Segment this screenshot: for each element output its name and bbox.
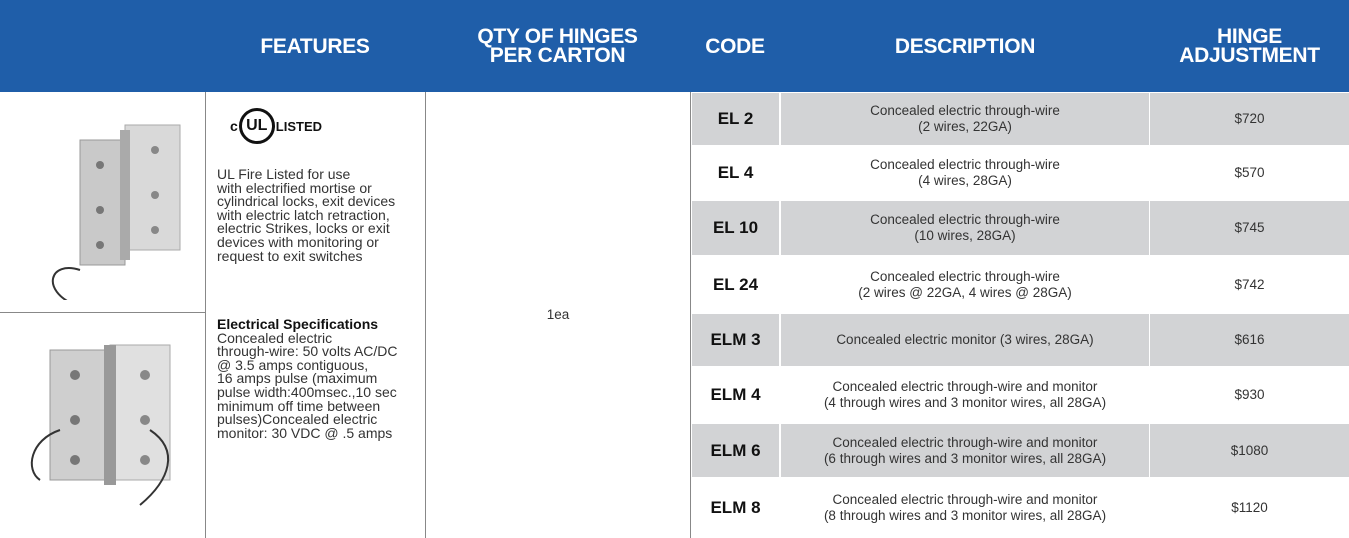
description-line: Concealed electric through-wire and moni… [832,492,1098,507]
description-cell: Concealed electric through-wire (4 wires,… [781,147,1149,199]
description-cell: Concealed electric monitor (3 wires, 28G… [781,314,1149,366]
divider [0,312,205,313]
feature-line: with electric latch retraction, [217,206,390,223]
feature-line: devices with monitoring or [217,233,379,250]
code-cell: EL 10 [692,201,779,255]
description-line: (10 wires, 28GA) [914,228,1016,243]
spec-line: through-wire: 50 volts AC/DC [217,343,398,360]
description-cell: Concealed electric through-wire (2 wires,… [781,93,1149,145]
qty: 1ea [546,307,570,322]
spec-line: pulses)Concealed electric [217,411,378,428]
hinge-image [51,124,181,300]
description-line: Concealed electric through-wire [870,212,1060,227]
hinge-image [30,344,171,506]
description-cell: Concealed electric through-wire (10 wires… [781,201,1149,255]
header-line: PER CARTON [489,44,626,67]
ul-mark: UL [238,108,275,144]
price-cell: $930 [1234,387,1265,402]
feature-line: with electrified mortise or [217,179,372,196]
divider [425,92,426,538]
feature-line: electric Strikes, locks or exit [217,220,390,237]
code-cell: EL 4 [717,163,754,182]
column-header: HINGE ADJUSTMENT [1150,0,1349,92]
description-line: (4 wires, 28GA) [918,173,1012,188]
price-cell: $570 [1234,165,1265,180]
description-line: Concealed electric through-wire [870,103,1060,118]
code-cell: ELM 6 [692,424,779,477]
description-line: Concealed electric through-wire [870,268,1060,284]
description-cell: Concealed electric through-wire and moni… [781,368,1149,422]
description-line: Concealed electric through-wire and moni… [832,379,1098,394]
header-bar [0,0,1349,92]
price-cell: $745 [1150,201,1349,255]
description-cell: Concealed electric through-wire and moni… [781,479,1149,537]
column-header: FEATURES [205,0,425,92]
features-text: UL Fire Listed for use with electrified m… [217,166,422,264]
spec-line: monitor: 30 VDC @ .5 amps [217,424,393,441]
ul-listed: LISTED [275,118,323,134]
description-cell: Concealed electric through-wire and moni… [781,424,1149,477]
column-header: DESCRIPTION [780,0,1150,92]
header-line: DESCRIPTION [894,34,1036,58]
header-line: ADJUSTMENT [1179,44,1320,67]
spec-line: Concealed electric [217,329,333,346]
price-cell: $742 [1234,276,1265,292]
description-cell: Concealed electric through-wire (2 wires … [781,257,1149,312]
description-line: Concealed electric monitor (3 wires, 28G… [836,332,1094,347]
description-line: Concealed electric through-wire [870,157,1060,172]
column-header: QTY OF HINGES PER CARTON [425,0,690,92]
ul-c: c [230,118,238,134]
code-cell: ELM 8 [710,498,761,517]
column-header: CODE [690,0,780,92]
qty-cell: 1ea [426,92,690,538]
spec-line: 16 amps pulse (maximum [217,370,378,387]
spec-line: pulse width:400msec.,10 sec [217,383,397,400]
description-line: (6 through wires and 3 monitor wires, al… [823,450,1107,466]
description-line: (4 through wires and 3 monitor wires, al… [823,395,1107,410]
header-line: CODE [705,34,765,58]
spec-line: minimum off time between [217,397,381,414]
header-line: HINGE [1216,25,1282,48]
description-line: Concealed electric through-wire and moni… [832,434,1098,450]
price-cell: $1120 [1231,500,1268,515]
price-cell: $1080 [1150,424,1349,477]
code-cell: EL 2 [692,93,779,145]
description-line: (2 wires @ 22GA, 4 wires @ 28GA) [858,284,1072,300]
code-cell: EL 24 [712,274,759,294]
ul-logo: c UL LISTED [230,108,322,144]
price-cell: $616 [1150,314,1349,366]
feature-line: cylindrical locks, exit devices [217,193,396,210]
feature-line: request to exit switches [217,247,363,264]
spec-text: Electrical Specifications Concealed elec… [217,316,422,441]
header-line: QTY OF HINGES [477,25,638,48]
description-line: (8 through wires and 3 monitor wires, al… [823,508,1107,523]
code-cell: ELM 3 [692,314,779,366]
divider [205,92,206,538]
feature-line: UL Fire Listed for use [217,166,351,182]
price-cell: $720 [1150,93,1349,145]
spec-line: @ 3.5 amps contiguous, [217,356,369,373]
spec-heading: Electrical Specifications [217,316,379,332]
code-cell: ELM 4 [710,385,761,404]
description-line: (2 wires, 22GA) [918,119,1012,134]
header-line: FEATURES [260,34,370,58]
divider [690,92,691,538]
